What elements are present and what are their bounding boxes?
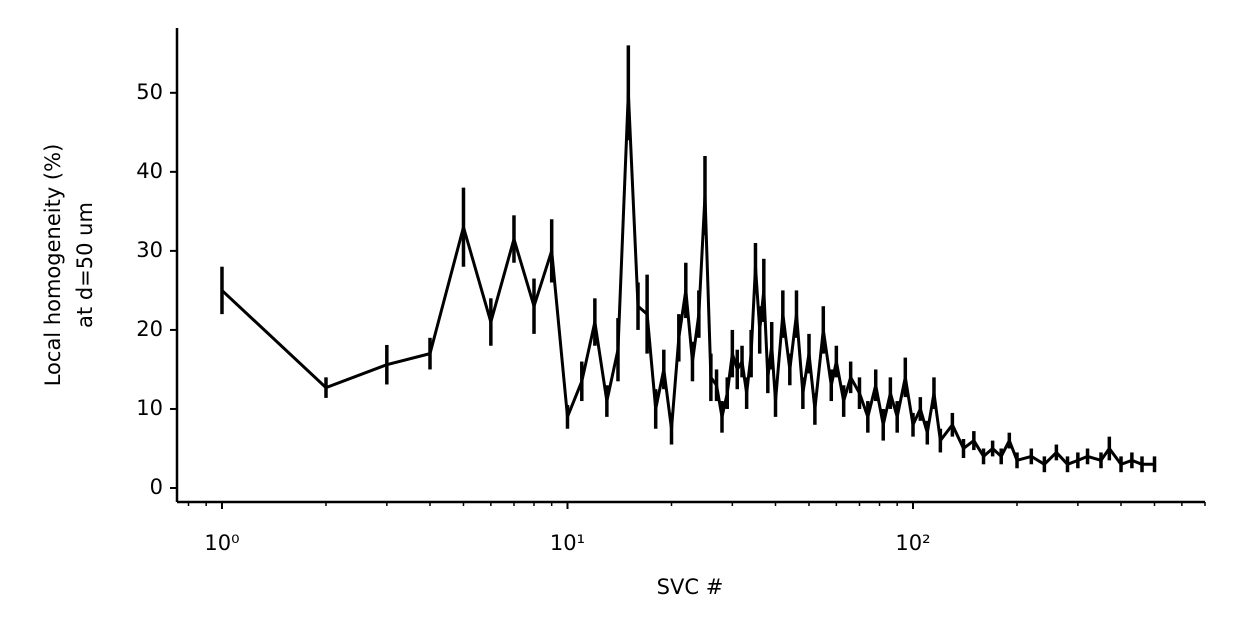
data-line (220, 91, 1155, 466)
y-tick-label: 20 (136, 317, 163, 341)
y-tick-label: 30 (136, 238, 163, 262)
y-tick-label: 40 (136, 159, 163, 183)
y-tick-label: 10 (136, 396, 163, 420)
x-tick-label: 10¹ (550, 531, 585, 555)
x-tick-label: 10⁰ (204, 531, 239, 555)
y-axis-label: at d=50 um (73, 202, 97, 328)
x-axis-label: SVC # (657, 575, 724, 599)
x-tick-label: 10² (895, 531, 930, 555)
y-axis-label: Local homogeneity (%) (41, 144, 65, 387)
y-tick-label: 50 (136, 80, 163, 104)
y-tick-label: 0 (150, 475, 163, 499)
